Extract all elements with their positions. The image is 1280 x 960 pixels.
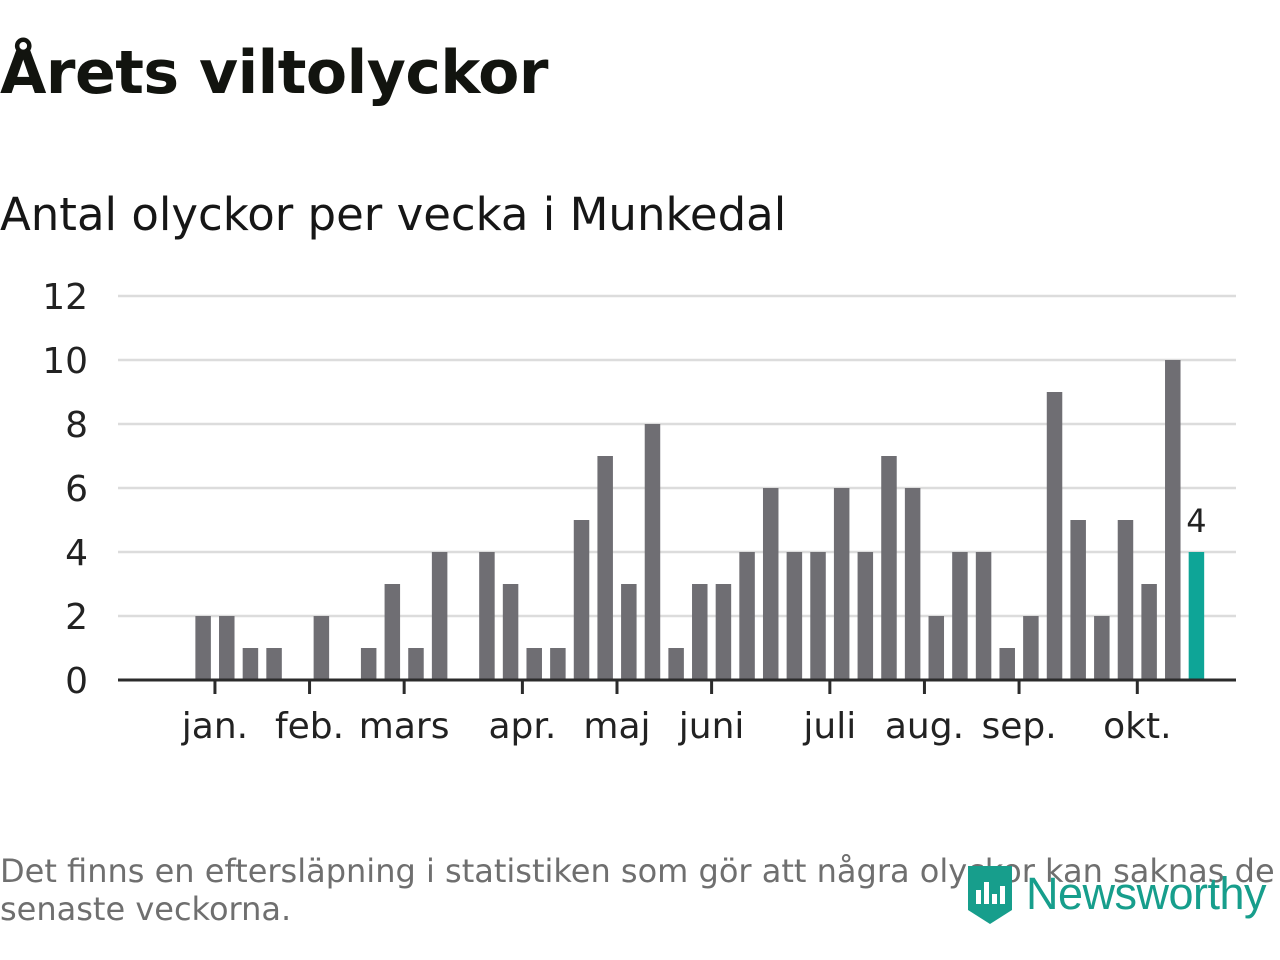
bar-week-5 [242, 648, 259, 680]
bar-week-4 [219, 616, 235, 680]
x-month-label: aug. [885, 706, 964, 747]
page-title: Årets viltolyckor [0, 38, 549, 108]
bar-week-10 [360, 648, 377, 680]
x-month-label: feb. [275, 706, 344, 747]
y-tick-label: 4 [65, 533, 88, 574]
x-month-label: maj [583, 706, 650, 747]
bar-highlight-week-45 [1188, 552, 1205, 680]
x-month-label: sep. [981, 706, 1056, 747]
bar-week-3 [195, 616, 211, 680]
bar-week-24 [692, 584, 708, 680]
x-month-label: jan. [181, 706, 248, 747]
bar-week-30 [833, 488, 850, 680]
grid-lines [118, 294, 1236, 618]
bar-week-6 [266, 648, 282, 680]
x-month-label: juli [802, 706, 856, 747]
bar-week-21 [621, 584, 637, 680]
bar-week-38 [1023, 616, 1039, 680]
y-tick-label: 0 [65, 661, 88, 702]
bar-week-19 [573, 520, 590, 680]
bar-week-23 [668, 648, 684, 680]
y-tick-label: 10 [42, 341, 88, 382]
bar-week-26 [739, 552, 755, 680]
bar-week-17 [526, 648, 542, 680]
bar-week-32 [881, 456, 897, 680]
bar-week-34 [928, 616, 945, 680]
x-month-label: juni [678, 706, 745, 747]
bar-week-22 [644, 424, 661, 680]
newsworthy-wordmark: Newsworthy [1026, 868, 1267, 919]
x-month-label: apr. [488, 706, 556, 747]
newsworthy-logo: Newsworthy [964, 860, 1267, 928]
bar-chart: 0 2 4 6 8 10 12 4 jan. feb. mars apr. maj juni juli aug… [42, 277, 1236, 747]
bar-week-35 [952, 552, 968, 680]
bar-week-15 [479, 552, 495, 680]
bar-week-43 [1141, 584, 1157, 680]
bar-week-29 [810, 552, 826, 680]
bar-week-13 [431, 552, 448, 680]
bar-week-42 [1117, 520, 1134, 680]
x-month-label: okt. [1103, 706, 1171, 747]
chart-subtitle: Antal olyckor per vecka i Munkedal [0, 188, 787, 241]
bar-week-16 [502, 584, 519, 680]
labels: 0 2 4 6 8 10 12 4 jan. feb. mars apr. maj juni juli aug… [42, 277, 1206, 747]
newsworthy-chart-icon [968, 866, 1012, 924]
bar-week-27 [762, 488, 779, 680]
bar-week-12 [408, 648, 424, 680]
bar-week-11 [384, 584, 401, 680]
bar-week-31 [857, 552, 874, 680]
bar-week-8 [313, 616, 330, 680]
footnote: Det finns en eftersläpning i statistiken… [0, 852, 1275, 928]
bar-week-40 [1070, 520, 1086, 680]
bar-week-28 [786, 552, 803, 680]
bar-week-25 [715, 584, 732, 680]
bar-week-33 [904, 488, 921, 680]
bar-week-41 [1094, 616, 1110, 680]
y-tick-label: 2 [65, 597, 88, 638]
x-month-label: mars [359, 706, 450, 747]
bar-week-37 [999, 648, 1015, 680]
bar-week-36 [975, 552, 992, 680]
bar-week-39 [1046, 392, 1063, 680]
highlight-value-label: 4 [1186, 502, 1206, 540]
bar-week-20 [597, 456, 613, 680]
bars [195, 360, 1205, 680]
y-tick-label: 6 [65, 469, 88, 510]
bar-week-18 [550, 648, 566, 680]
y-tick-label: 12 [42, 277, 88, 318]
bar-week-44 [1165, 360, 1181, 680]
y-tick-label: 8 [65, 405, 88, 446]
axes [118, 678, 1236, 694]
